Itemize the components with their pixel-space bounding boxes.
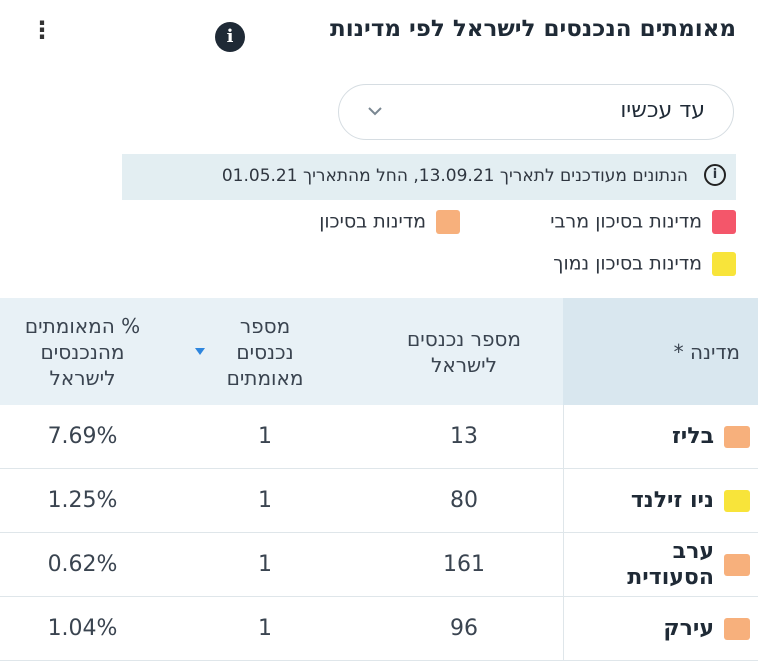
info-icon[interactable]: i bbox=[215, 22, 245, 52]
chevron bbox=[368, 107, 382, 116]
country-name: ניו זילנד bbox=[630, 487, 714, 513]
legend-swatch bbox=[436, 210, 460, 234]
column-header[interactable]: מספר נכנסים לישראל bbox=[365, 298, 563, 405]
country-cell: ניו זילנד bbox=[563, 469, 758, 532]
legend-item: מדינות בסיכון נמוך bbox=[553, 252, 736, 276]
percent-cell: 0.62% bbox=[47, 552, 118, 577]
table-row[interactable]: ערב הסעודית 161 1 0.62% bbox=[0, 533, 758, 597]
dropdown-value: עד עכשיו bbox=[620, 98, 705, 123]
legend-label: מדינות בסיכון bbox=[319, 210, 426, 233]
table-row[interactable]: בליז 13 1 7.69% bbox=[0, 405, 758, 469]
menu-button[interactable]: ⋮ bbox=[30, 16, 54, 44]
legend-item: מדינות בסיכון bbox=[319, 210, 460, 234]
update-note: i הנתונים מעודכנים לתאריך 13.09.21, החל … bbox=[122, 154, 736, 200]
risk-swatch bbox=[724, 425, 750, 448]
column-header[interactable]: מדינה * bbox=[563, 298, 758, 405]
country-cell: ערב הסעודית bbox=[563, 533, 758, 596]
percent-cell: 1.25% bbox=[47, 488, 118, 513]
country-name: בליז bbox=[671, 423, 714, 449]
column-header[interactable]: מספר נכנסים מאומתים bbox=[165, 298, 365, 405]
country-name: עירק bbox=[663, 615, 714, 641]
header-text: מדינה * bbox=[673, 339, 740, 364]
confirmed-cell: 1 bbox=[258, 488, 272, 513]
entrants-cell: 13 bbox=[450, 424, 478, 449]
country-cell: עירק bbox=[563, 597, 758, 660]
percent-cell: 1.04% bbox=[47, 616, 118, 641]
country-cell: בליז bbox=[563, 405, 758, 468]
legend-swatch bbox=[712, 210, 736, 234]
header-text: מספר נכנסים מאומתים bbox=[226, 313, 304, 390]
column-header[interactable]: % המאומתים מהנכנסים לישראל bbox=[0, 298, 165, 405]
entrants-cell: 80 bbox=[450, 488, 478, 513]
table-header: מדינה * מספר נכנסים לישראל מספר נכנסים מ… bbox=[0, 298, 758, 405]
legend-swatch bbox=[712, 252, 736, 276]
header-text: מספר נכנסים לישראל bbox=[406, 326, 521, 377]
entrants-cell: 161 bbox=[443, 552, 485, 577]
risk-swatch bbox=[724, 553, 750, 576]
legend-label: מדינות בסיכון מרבי bbox=[550, 210, 702, 233]
country-name: ערב הסעודית bbox=[627, 539, 714, 590]
confirmed-cell: 1 bbox=[258, 552, 272, 577]
sort-arrow bbox=[195, 348, 205, 355]
risk-swatch bbox=[724, 489, 750, 512]
confirmed-cell: 1 bbox=[258, 424, 272, 449]
entrants-cell: 96 bbox=[450, 616, 478, 641]
table-row[interactable]: עירק 96 1 1.04% bbox=[0, 597, 758, 661]
percent-cell: 7.69% bbox=[47, 424, 118, 449]
note-icon: i bbox=[704, 164, 726, 186]
table-row[interactable]: ניו זילנד 80 1 1.25% bbox=[0, 469, 758, 533]
confirmed-cell: 1 bbox=[258, 616, 272, 641]
title: מאומתים הנכנסים לישראל לפי מדינות bbox=[330, 16, 736, 42]
legend-label: מדינות בסיכון נמוך bbox=[553, 252, 702, 275]
header-text: % המאומתים מהנכנסים לישראל bbox=[24, 313, 141, 390]
note-text: הנתונים מעודכנים לתאריך 13.09.21, החל מה… bbox=[221, 166, 688, 186]
legend-item: מדינות בסיכון מרבי bbox=[550, 210, 736, 234]
period-dropdown[interactable]: עד עכשיו bbox=[338, 84, 734, 140]
risk-swatch bbox=[724, 617, 750, 640]
